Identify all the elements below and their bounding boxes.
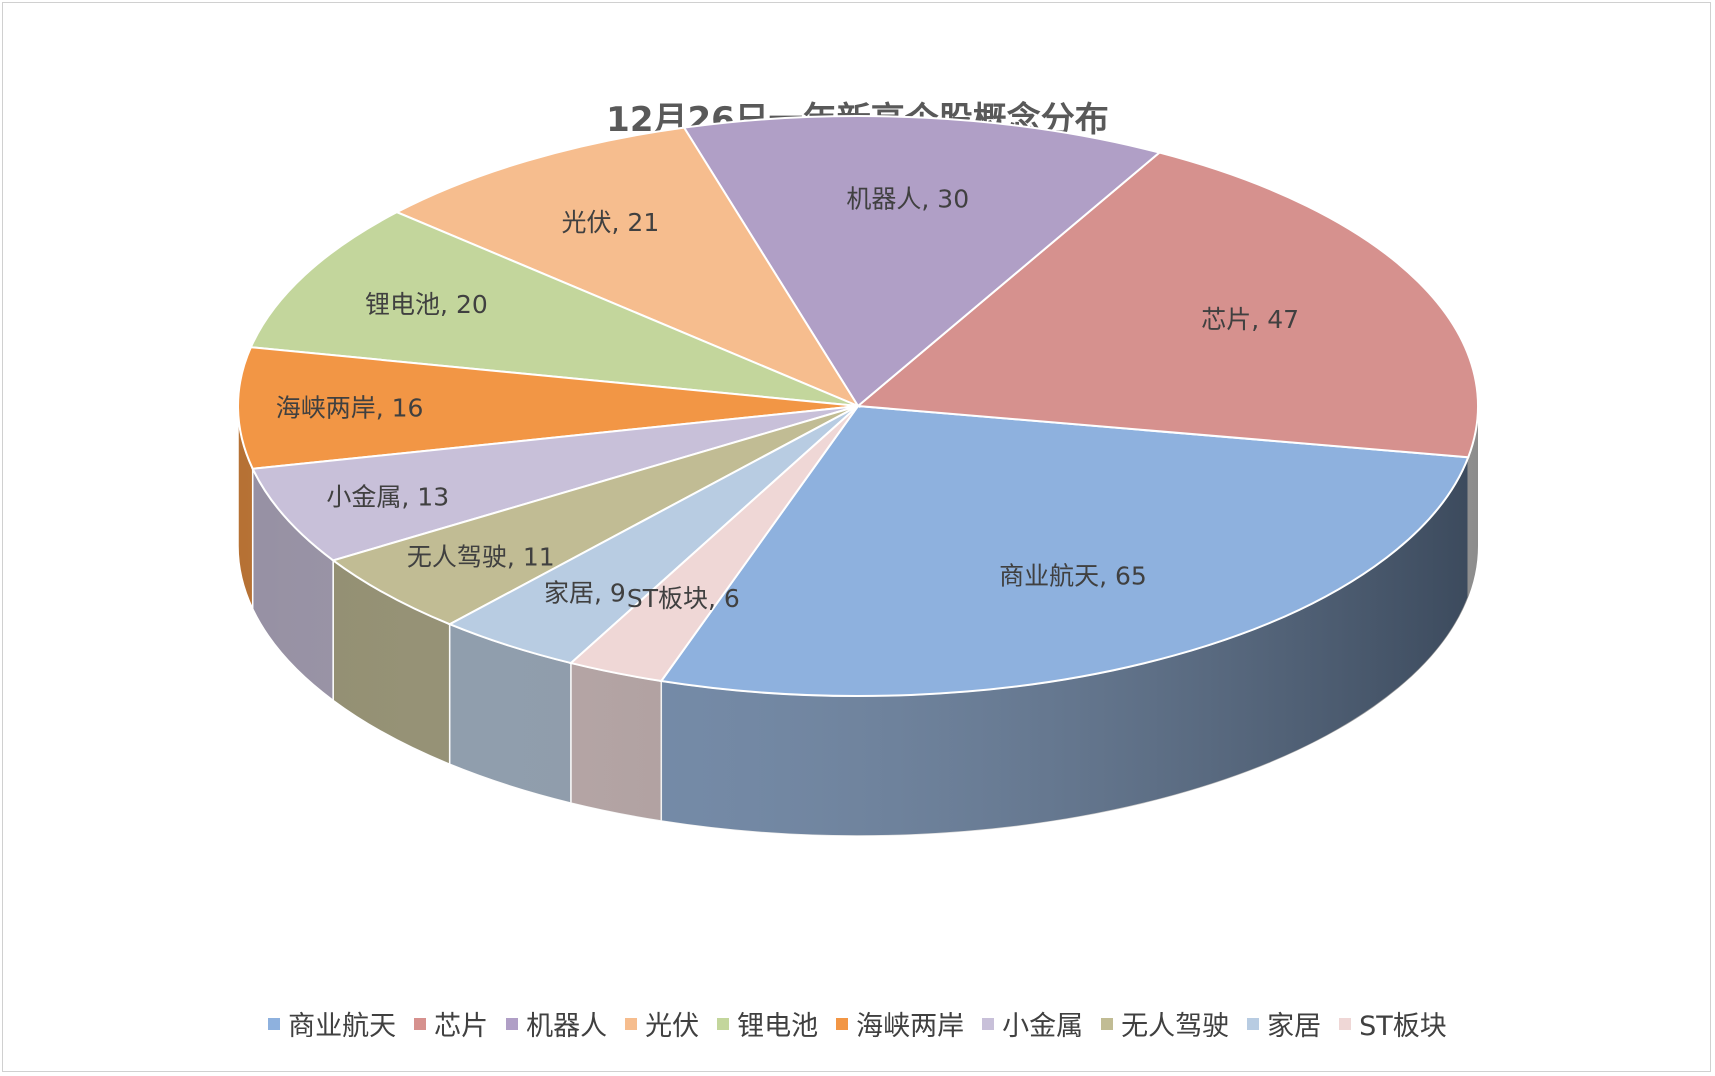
legend-item-机器人: 机器人: [506, 1004, 607, 1043]
legend-label: 海峡两岸: [856, 1011, 965, 1042]
legend-label: 家居: [1267, 1011, 1322, 1042]
legend-swatch: [625, 1017, 638, 1030]
legend-item-芯片: 芯片: [414, 1004, 488, 1043]
data-label-芯片: 芯片, 47: [1201, 305, 1299, 334]
legend-label: 锂电池: [737, 1011, 819, 1042]
legend-item-光伏: 光伏: [625, 1004, 699, 1043]
legend-swatch: [506, 1017, 519, 1030]
legend-item-锂电池: 锂电池: [717, 1004, 818, 1043]
data-label-锂电池: 锂电池, 20: [365, 290, 488, 319]
legend-label: 芯片: [434, 1011, 489, 1042]
pie-slice-小金属: [251, 405, 859, 562]
legend-swatch: [982, 1017, 995, 1030]
pie-side-ST板块: [570, 662, 663, 822]
legend-swatch: [1247, 1017, 1260, 1030]
pie-slice-海峡两岸: [237, 346, 859, 470]
pie-slice-锂电池: [249, 211, 859, 407]
pie-slice-ST板块: [568, 405, 859, 683]
legend-item-商业航天: 商业航天: [268, 1004, 396, 1043]
legend-item-无人驾驶: 无人驾驶: [1101, 1004, 1229, 1043]
legend-label: 无人驾驶: [1121, 1011, 1230, 1042]
legend-swatch: [414, 1017, 427, 1030]
legend-swatch: [717, 1017, 730, 1030]
data-label-机器人: 机器人, 30: [846, 185, 969, 214]
pie-slice-芯片: [855, 151, 1479, 459]
legend-item-ST板块: ST板块: [1339, 1004, 1447, 1043]
data-label-ST板块: ST板块, 6: [627, 584, 740, 613]
data-label-家居: 家居, 9: [544, 579, 626, 608]
legend: 商业航天 芯片 机器人 光伏 锂电池 海峡两岸 小金属 无人驾驶 家居 ST板块: [0, 1004, 1715, 1043]
pie-slice-光伏: [394, 126, 861, 409]
data-label-光伏: 光伏, 21: [562, 208, 660, 237]
data-label-无人驾驶: 无人驾驶, 11: [407, 543, 555, 572]
pie-slice-机器人: [682, 115, 1162, 408]
legend-label: ST板块: [1359, 1011, 1447, 1042]
legend-label: 商业航天: [288, 1011, 397, 1042]
legend-label: 机器人: [526, 1011, 608, 1042]
legend-item-小金属: 小金属: [982, 1004, 1083, 1043]
legend-swatch: [836, 1017, 849, 1030]
data-label-小金属: 小金属, 13: [326, 482, 449, 511]
legend-label: 光伏: [645, 1011, 700, 1042]
legend-label: 小金属: [1002, 1011, 1084, 1042]
legend-item-海峡两岸: 海峡两岸: [836, 1004, 964, 1043]
data-label-商业航天: 商业航天, 65: [999, 562, 1147, 591]
legend-swatch: [1339, 1017, 1352, 1030]
legend-swatch: [268, 1017, 281, 1030]
pie-slice-无人驾驶: [330, 405, 859, 626]
pie-slice-商业航天: [659, 404, 1470, 697]
legend-item-家居: 家居: [1247, 1004, 1321, 1043]
data-label-海峡两岸: 海峡两岸, 16: [276, 394, 424, 423]
legend-swatch: [1101, 1017, 1114, 1030]
